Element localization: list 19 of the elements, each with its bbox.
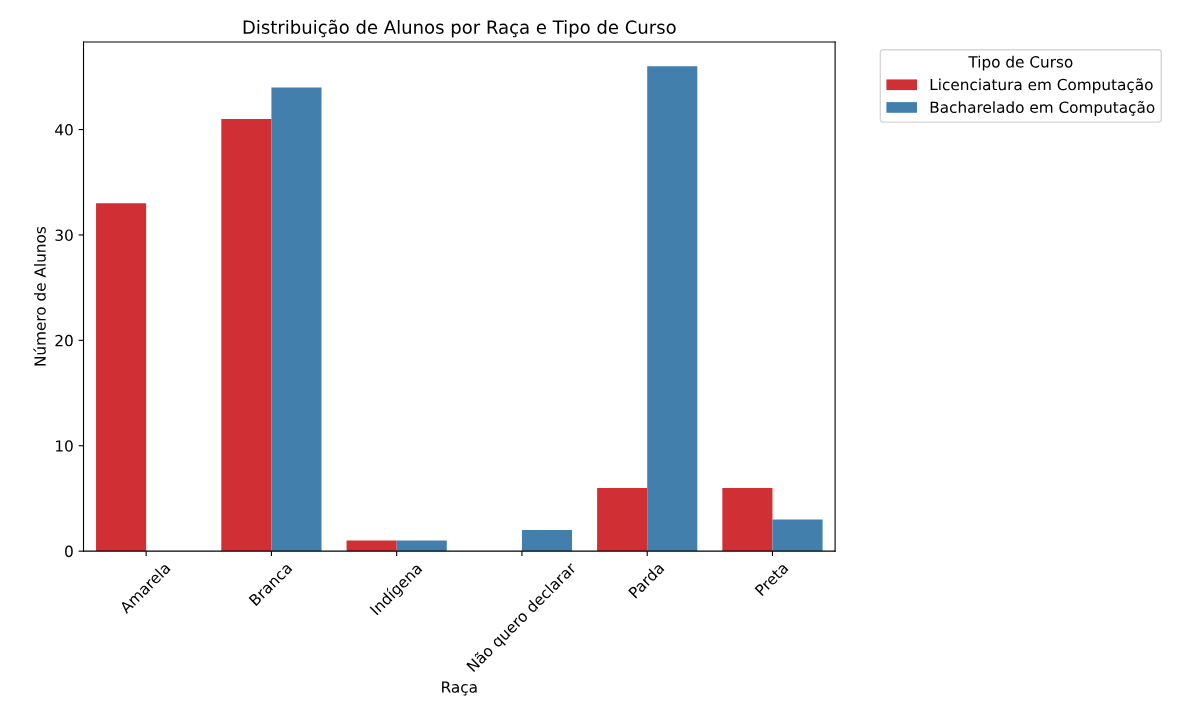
- y-tick-label: 40: [55, 124, 73, 136]
- y-axis-title: Número de Alunos: [33, 226, 46, 366]
- bar: [96, 203, 147, 552]
- bar: [597, 487, 648, 552]
- legend-title: Tipo de Curso: [968, 55, 1073, 71]
- chart-title: Distribuição de Alunos por Raça e Tipo de Curso: [243, 19, 676, 38]
- y-tick-label: 0: [65, 545, 73, 558]
- bar: [647, 66, 698, 552]
- x-axis-title: Raça: [442, 681, 477, 696]
- y-tick-label: 20: [55, 334, 73, 347]
- bar: [221, 119, 272, 552]
- y-tick-label: 30: [55, 229, 73, 241]
- bar: [722, 487, 773, 552]
- legend-label: Licenciatura em Computação: [930, 78, 1153, 94]
- bar: [271, 87, 322, 552]
- bar: [772, 519, 823, 552]
- legend-label: Bacharelado em Computação: [930, 100, 1155, 116]
- y-tick-label: 10: [56, 440, 73, 452]
- bar: [521, 530, 573, 552]
